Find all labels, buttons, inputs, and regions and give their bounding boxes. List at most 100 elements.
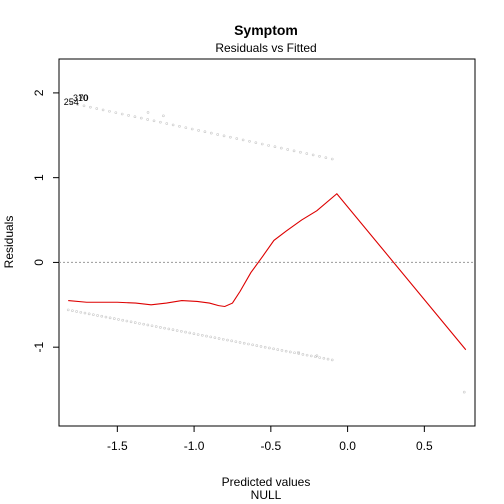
- data-point: [247, 342, 250, 346]
- data-point: [305, 353, 309, 357]
- data-point: [322, 356, 326, 360]
- data-point: [242, 341, 246, 345]
- data-point: [229, 135, 232, 139]
- data-point: [82, 96, 85, 100]
- data-point: [171, 328, 175, 332]
- data-point: [121, 318, 124, 322]
- data-point: [230, 339, 233, 343]
- data-point: [309, 354, 313, 358]
- data-point: [113, 317, 116, 320]
- data-point: [251, 343, 254, 347]
- data-point: [96, 314, 99, 317]
- data-point: [87, 312, 91, 316]
- x-tick-label: 0.0: [339, 439, 356, 453]
- data-point: [146, 111, 150, 114]
- x-tick-label: -1.0: [184, 439, 205, 453]
- data-point: [69, 101, 73, 105]
- data-point: [83, 311, 87, 315]
- data-point: [142, 322, 145, 326]
- data-point: [297, 352, 301, 355]
- data-point: [101, 108, 105, 112]
- data-point: [326, 357, 330, 361]
- data-point: [79, 310, 83, 314]
- data-point: [120, 112, 124, 116]
- data-point: [69, 100, 73, 104]
- data-point: [133, 321, 137, 324]
- data-point: [330, 358, 334, 362]
- y-tick-label: 1: [32, 174, 46, 181]
- data-point: [89, 105, 92, 109]
- y-axis-label: Residuals: [2, 216, 16, 269]
- data-point: [267, 144, 270, 147]
- data-point: [259, 345, 263, 348]
- data-point: [263, 345, 267, 349]
- data-point: [234, 340, 238, 343]
- x-tick-label: -1.5: [107, 439, 128, 453]
- data-point: [188, 331, 192, 335]
- data-point: [209, 335, 212, 339]
- data-point: [280, 146, 283, 150]
- data-point: [201, 333, 204, 337]
- data-point: [162, 114, 165, 118]
- data-point: [71, 309, 74, 312]
- data-point: [167, 327, 171, 331]
- x-axis-label-secondary: NULL: [251, 488, 282, 502]
- data-point: [260, 142, 264, 146]
- data-point: [114, 111, 118, 114]
- data-point: [203, 130, 207, 134]
- data-point: [318, 356, 321, 359]
- data-point: [248, 139, 251, 143]
- data-point: [268, 346, 271, 350]
- data-point: [254, 141, 258, 144]
- data-point: [129, 320, 133, 324]
- data-point: [315, 354, 319, 357]
- data-point: [318, 154, 321, 158]
- data-point: [117, 318, 120, 321]
- data-point: [108, 109, 111, 113]
- data-point: [226, 338, 229, 342]
- data-point: [154, 325, 158, 328]
- data-point: [217, 337, 221, 340]
- data-point: [196, 333, 200, 336]
- data-point: [152, 119, 156, 123]
- y-tick-label: 0: [32, 259, 46, 266]
- data-point: [235, 137, 239, 140]
- y-tick-label: 2: [32, 89, 46, 96]
- data-point: [210, 131, 213, 135]
- data-point: [178, 124, 181, 128]
- data-point: [216, 133, 219, 136]
- x-axis-label: Predicted values: [222, 475, 311, 489]
- data-point: [75, 310, 78, 313]
- data-point: [192, 332, 196, 336]
- data-point: [311, 153, 315, 157]
- data-point: [213, 336, 217, 339]
- plot-box: [58, 58, 476, 427]
- x-tick-label: 0.5: [416, 439, 433, 453]
- smooth-trend-line: [68, 192, 467, 351]
- x-tick-label: -0.5: [260, 439, 281, 453]
- data-point: [163, 326, 166, 330]
- data-point: [301, 353, 305, 356]
- data-point: [284, 349, 288, 353]
- data-point: [139, 116, 143, 120]
- data-point: [184, 330, 187, 334]
- data-point: [146, 323, 150, 327]
- chart-subtitle: Residuals vs Fitted: [215, 41, 316, 55]
- data-point: [159, 120, 162, 124]
- data-point: [286, 148, 289, 151]
- data-point: [255, 344, 259, 347]
- data-point: [205, 334, 208, 338]
- data-point: [272, 347, 275, 351]
- data-point: [462, 390, 466, 394]
- data-point: [297, 350, 300, 354]
- data-point: [127, 114, 130, 117]
- data-point: [82, 104, 86, 108]
- data-point: [108, 316, 112, 320]
- data-point: [180, 330, 183, 333]
- data-point: [280, 349, 284, 352]
- data-point: [330, 157, 334, 161]
- point-label: 310: [73, 93, 88, 103]
- data-point: [133, 115, 137, 119]
- data-point: [190, 127, 194, 131]
